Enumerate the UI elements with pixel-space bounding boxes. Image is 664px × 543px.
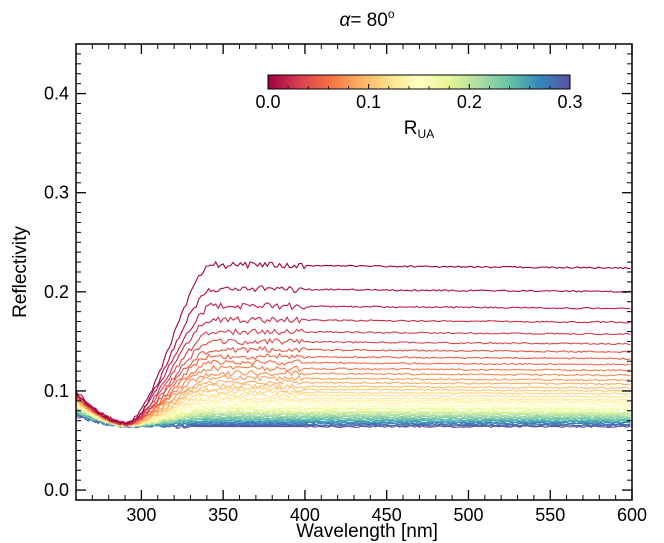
x-tick-label: 350 [208,505,238,525]
y-tick-label: 0.3 [44,183,69,203]
colorbar-label-subscript: UA [418,127,435,141]
series-line-r0.0375 [76,337,631,425]
colorbar-gradient [267,74,571,90]
colorbar-ticks: 0.0 0.1 0.2 0.3 [255,84,583,112]
y-tick-label: 0.4 [44,84,69,104]
colorbar-tick-label: 0.3 [557,92,582,112]
series-line-r0.0675 [76,364,631,427]
colorbar-label-main: R [404,118,418,139]
series-line-r0.1425 [76,399,631,427]
series-line-r0.1650 [76,402,631,427]
series-line-r0.1050 [76,386,631,426]
series-line-r0.2925 [76,415,631,429]
x-tick-label: 300 [126,505,156,525]
x-tick-label: 600 [617,505,647,525]
series-line-r0.0075 [76,285,631,425]
colorbar: 0.0 0.1 0.2 0.3 RUA [255,74,583,141]
x-axis-title: Wavelength [nm] [296,521,438,542]
y-axis-title: Reflectivity [10,226,31,318]
series-line-r0.0000 [76,260,631,425]
x-axis-ticks: 300 350 400 450 500 550 600 [91,44,647,525]
y-tick-label: 0.2 [44,282,69,302]
series-line-r0.0975 [76,382,631,427]
y-tick-label: 0.1 [44,381,69,401]
y-tick-label: 0.0 [44,480,69,500]
series-line-r0.0150 [76,302,631,425]
series-line-r0.0600 [76,359,631,427]
colorbar-tick-label: 0.1 [356,92,381,112]
series-line-r0.0225 [76,315,631,426]
chart-title: α= 80o [339,7,394,31]
plot-frame [75,43,633,501]
series-line-r0.1125 [76,389,631,427]
series-line-r0.2250 [76,408,631,427]
series-line-r0.0825 [76,375,631,425]
y-axis-ticks: 0.0 0.1 0.2 0.3 0.4 [44,53,632,500]
colorbar-tick-label: 0.0 [255,92,280,112]
series-line-r0.0900 [76,379,631,427]
x-tick-label: 400 [290,505,320,525]
title-text: = 80 [350,10,388,31]
title-symbol: α [339,10,351,31]
series-line-r0.0750 [76,370,631,426]
series-line-r0.0300 [76,328,631,427]
series-line-r0.0525 [76,352,631,426]
x-tick-label: 550 [535,505,565,525]
series-line-r0.1275 [76,395,631,426]
series-group [76,260,631,429]
colorbar-tick-label: 0.2 [457,92,482,112]
series-line-r0.0450 [76,345,631,427]
colorbar-label: RUA [404,118,434,141]
x-tick-label: 500 [453,505,483,525]
title-superscript: o [388,7,395,21]
x-tick-label: 450 [372,505,402,525]
